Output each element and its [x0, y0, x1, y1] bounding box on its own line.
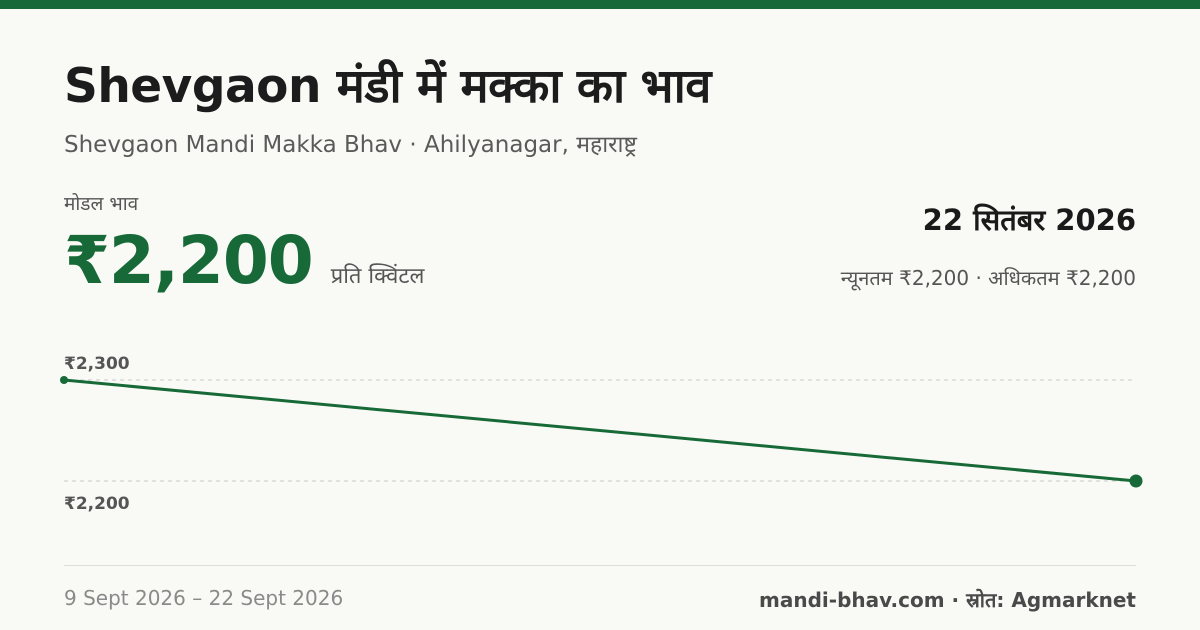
footer-divider	[64, 565, 1136, 566]
price-unit: प्रति क्विंटल	[330, 264, 425, 289]
top-accent-bar	[0, 0, 1200, 9]
price-row: ₹2,200 प्रति क्विंटल	[64, 222, 424, 299]
modal-price-label: मोडल भाव	[64, 193, 139, 215]
footer-date-range: 9 Sept 2026 – 22 Sept 2026	[64, 586, 344, 610]
min-max-range: न्यूनतम ₹2,200 · अधिकतम ₹2,200	[840, 266, 1136, 290]
chart-y-ticks: ₹2,300 ₹2,200	[64, 354, 130, 514]
data-point	[60, 376, 68, 384]
page-title: Shevgaon मंडी में मक्का का भाव	[64, 59, 711, 114]
page-subtitle: Shevgaon Mandi Makka Bhav · Ahilyanagar,…	[64, 132, 637, 158]
price-trend-chart: ₹2,300 ₹2,200	[60, 354, 1143, 514]
chart-series	[60, 376, 1143, 488]
price-date: 22 सितंबर 2026	[922, 203, 1136, 237]
series-line	[63, 378, 1137, 483]
latest-data-point	[1129, 474, 1143, 488]
footer-source: mandi-bhav.com · स्रोत: Agmarknet	[759, 588, 1136, 612]
chart-grid	[64, 379, 1136, 482]
y-tick-label: ₹2,200	[64, 494, 130, 514]
y-tick-label: ₹2,300	[64, 354, 130, 374]
modal-price-value: ₹2,200	[64, 222, 314, 299]
